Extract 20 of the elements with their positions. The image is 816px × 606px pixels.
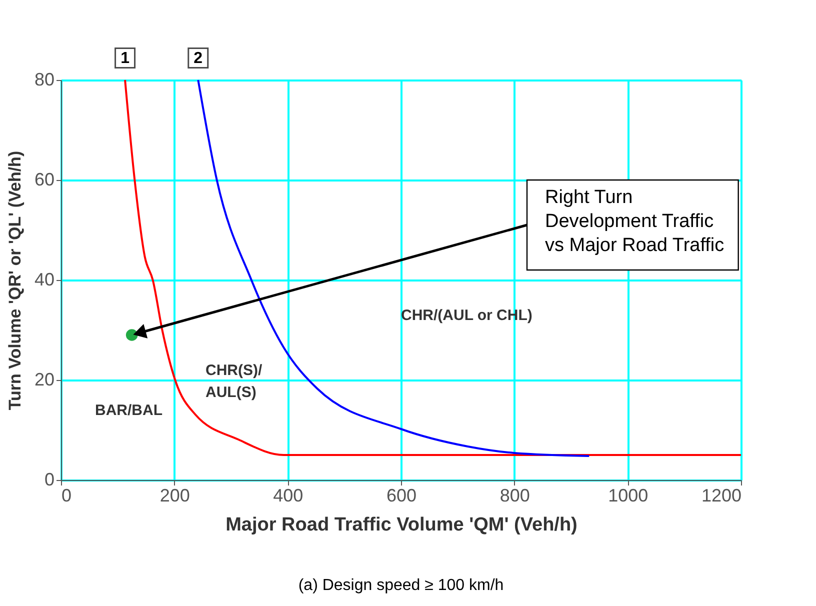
text: (a) Design speed ≥ 100 km/h — [298, 577, 504, 594]
y-tick-label: 20 — [34, 370, 54, 390]
series-label: 2 — [194, 50, 203, 67]
x-axis-title: Major Road Traffic Volume 'QM' (Veh/h) — [226, 514, 578, 536]
x-tick-label: 1200 — [701, 486, 742, 506]
y-tick-label: 0 — [44, 470, 54, 490]
x-tick-label: 400 — [273, 486, 304, 506]
y-tick-label: 80 — [34, 70, 54, 90]
x-tick-label: 200 — [160, 486, 190, 506]
y-tick-label: 60 — [34, 170, 54, 190]
series-label: 1 — [120, 50, 130, 67]
y-axis-title: Turn Volume 'QR' or 'QL' (Veh/h) — [5, 150, 24, 410]
x-tick-label: 0 — [62, 486, 72, 506]
annotation: CHR(S)/ AUL(S) — [206, 362, 263, 401]
x-tick-label: 600 — [386, 486, 417, 506]
annotation: Right Turn Development Traffic vs Major Road Traffic — [545, 187, 724, 256]
x-tick-label: 800 — [500, 486, 530, 506]
annotation: BAR/BAL — [95, 402, 162, 419]
x-tick-label: 1000 — [608, 486, 648, 506]
y-tick-label: 40 — [34, 270, 54, 290]
